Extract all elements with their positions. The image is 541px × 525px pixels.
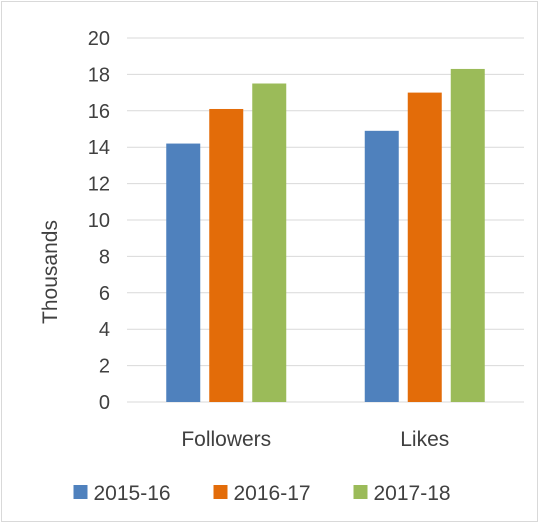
y-tick-label: 8 — [99, 246, 110, 268]
y-tick-label: 10 — [88, 210, 110, 232]
legend-swatch — [73, 485, 88, 499]
bar-followers-2016-17 — [209, 108, 244, 402]
x-category-label: Followers — [181, 428, 271, 451]
bar-likes-2017-18 — [450, 68, 485, 402]
y-tick-label: 12 — [88, 174, 110, 196]
bar-followers-2017-18 — [252, 83, 287, 402]
x-category-label: Likes — [400, 428, 449, 451]
y-tick-label: 20 — [88, 28, 110, 50]
bar-followers-2015-16 — [166, 143, 201, 402]
x-axis-categories: Followers Likes — [181, 428, 449, 451]
y-axis-ticks: 0 2 4 6 8 10 12 14 16 18 20 — [88, 28, 110, 414]
legend-label: 2016-17 — [234, 482, 311, 505]
y-tick-label: 2 — [99, 356, 110, 378]
y-tick-label: 0 — [99, 392, 110, 414]
bars — [166, 68, 485, 402]
legend-swatch — [353, 485, 368, 499]
y-tick-label: 6 — [99, 283, 110, 305]
legend-label: 2017-18 — [374, 482, 451, 505]
bar-likes-2016-17 — [407, 92, 442, 402]
legend-label: 2015-16 — [94, 482, 171, 505]
y-tick-label: 18 — [88, 64, 110, 86]
bar-likes-2015-16 — [364, 130, 399, 402]
y-axis-title: Thousands — [39, 220, 62, 324]
y-tick-label: 16 — [88, 101, 110, 123]
legend: 2015-16 2016-17 2017-18 — [73, 482, 451, 505]
y-tick-label: 4 — [99, 319, 110, 341]
legend-swatch — [213, 485, 228, 499]
y-tick-label: 14 — [88, 137, 110, 159]
